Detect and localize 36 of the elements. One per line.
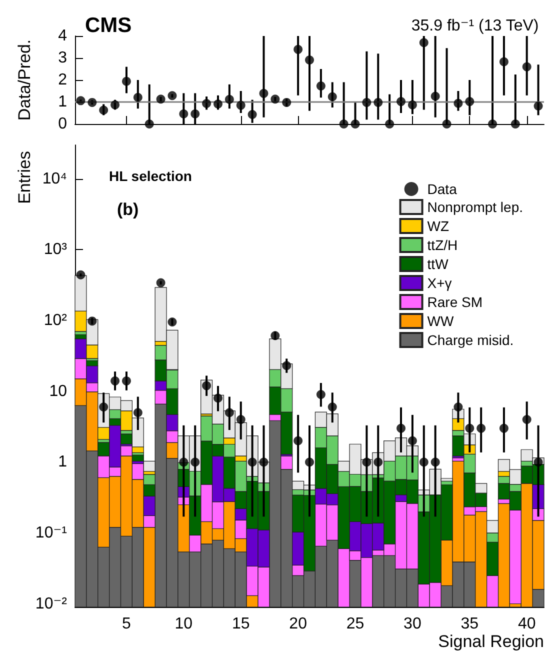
legend-label: Rare SM — [427, 294, 483, 310]
y-tick-label: 10 — [49, 382, 68, 400]
y-tick-label: 10² — [44, 312, 68, 329]
x-tick-label: 35 — [460, 616, 479, 632]
y-tick-label: 10³ — [44, 241, 68, 258]
annotation: HL selection — [109, 168, 192, 184]
legend-label: Data — [427, 181, 458, 197]
y-tick-label: 4 — [58, 28, 68, 44]
x-tick-label: 10 — [174, 616, 193, 632]
y-tick-label: 10⁴ — [42, 170, 68, 188]
y-axis-title: Entries — [15, 151, 34, 204]
x-tick-label: 15 — [232, 616, 250, 632]
annotation: (b) — [117, 200, 139, 219]
legend-label: WZ — [427, 218, 450, 234]
y-tick-label: 3 — [58, 50, 68, 66]
legend-label: Charge misid. — [427, 332, 514, 348]
x-tick-label: 20 — [289, 616, 308, 632]
legend-label: WW — [427, 313, 454, 329]
chart-title: CMS — [85, 14, 132, 37]
x-tick-label: 40 — [518, 616, 536, 632]
chart-subtitle: 35.9 fb⁻¹ (13 TeV) — [411, 18, 539, 34]
legend-label: Nonprompt lep. — [427, 199, 523, 215]
x-axis-title: Signal Region — [438, 632, 544, 651]
y-tick-label: 2 — [58, 72, 68, 88]
y-tick-label: 10⁻¹ — [35, 524, 67, 542]
y-tick-label: 0 — [58, 116, 68, 132]
x-tick-label: 5 — [122, 616, 132, 632]
x-tick-label: 25 — [346, 616, 364, 632]
y-tick-label: 10⁻² — [35, 595, 68, 612]
y-tick-label: 1 — [58, 94, 68, 110]
legend-label: X+γ — [427, 275, 452, 291]
y-axis-title: Data/Pred. — [15, 39, 34, 121]
x-tick-label: 30 — [404, 616, 422, 632]
y-tick-label: 1 — [58, 454, 68, 471]
legend-label: ttW — [427, 256, 450, 272]
legend-label: ttZ/H — [427, 237, 458, 253]
